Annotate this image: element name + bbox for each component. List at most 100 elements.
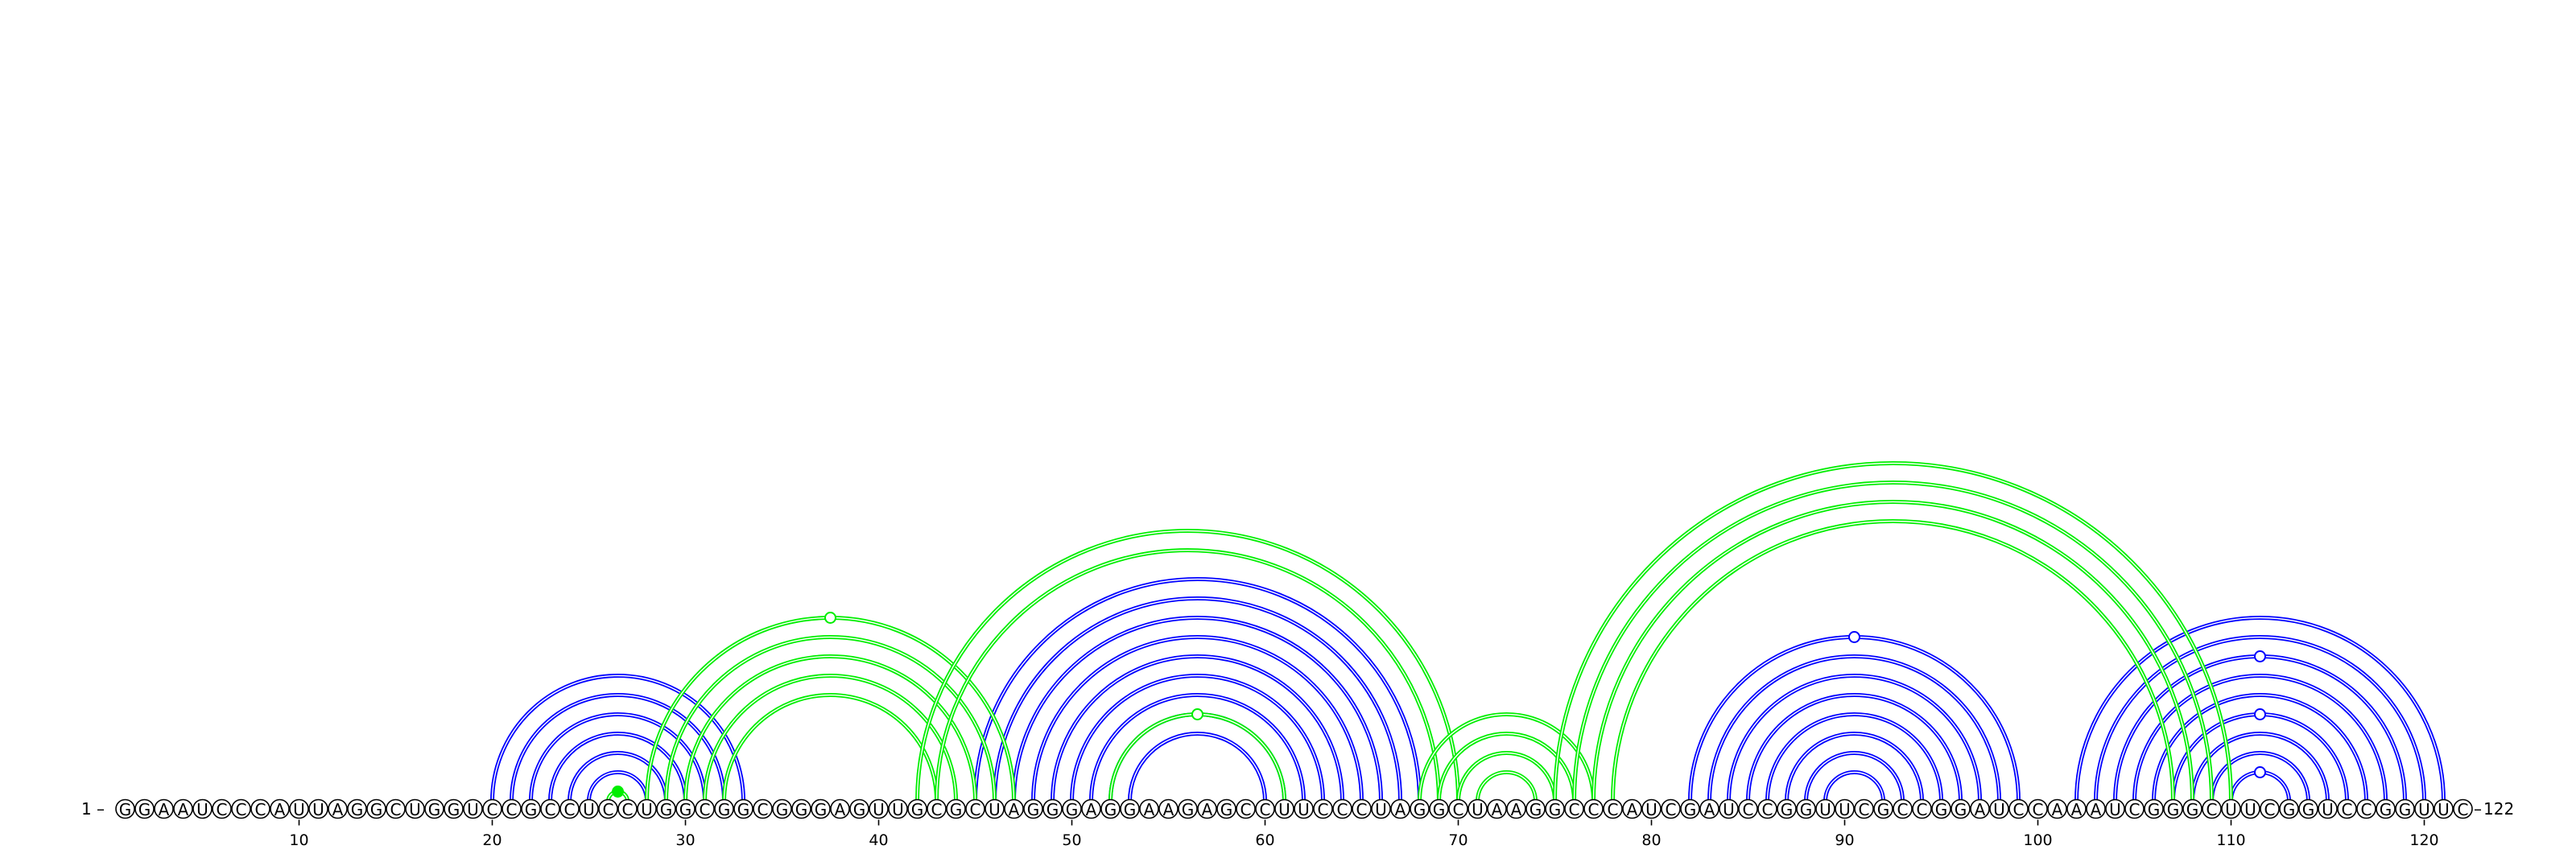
nucleotide: C	[617, 798, 638, 819]
nucleotide: C	[965, 798, 985, 819]
nucleotide: G	[347, 798, 367, 819]
nucleotide-letter: C	[1917, 800, 1928, 819]
tick-label: 40	[869, 831, 888, 849]
base-pair-arc-core	[684, 655, 976, 802]
nucleotide-letter: A	[1395, 800, 1406, 819]
nucleotide: U	[405, 798, 425, 819]
nucleotide-letter: C	[2129, 800, 2140, 819]
nucleotide: C	[540, 798, 560, 819]
nucleotide-letter: C	[2207, 800, 2218, 819]
nucleotide-circle	[1236, 798, 1256, 819]
nucleotide: U	[2105, 798, 2125, 819]
nucleotide-letter: G	[679, 800, 692, 819]
nucleotide: A	[2066, 798, 2087, 819]
nucleotide-letter: G	[950, 800, 963, 819]
nucleotide-circle	[2298, 798, 2318, 819]
base-pair-arc	[1688, 635, 2021, 802]
nucleotide: U	[869, 798, 889, 819]
nucleotide: C	[2028, 798, 2048, 819]
nucleotide-circle	[482, 798, 502, 819]
nucleotide-letter: C	[1453, 800, 1464, 819]
base-pair-arc-core	[1766, 713, 1942, 802]
nucleotide-letter: G	[853, 800, 866, 819]
base-pair-arc-core	[1728, 674, 1981, 802]
nucleotide: U	[1371, 798, 1391, 819]
base-pair-arc-core	[510, 694, 725, 802]
nucleotide-letter: G	[1781, 800, 1794, 819]
alternative-structure-arcs	[606, 461, 2233, 802]
nucleotide: A	[1699, 798, 1719, 819]
nucleotide-circle	[250, 798, 270, 819]
nucleotide-circle	[366, 798, 386, 819]
nucleotide-letter: G	[1955, 800, 1967, 819]
nucleotide-circle	[1815, 798, 1835, 819]
nucleotide-letter: G	[1104, 800, 1117, 819]
nucleotide: G	[714, 798, 734, 819]
loop-marker	[2254, 650, 2266, 662]
nucleotide: G	[946, 798, 966, 819]
nucleotide-letter: G	[351, 800, 364, 819]
tick-label: 100	[2023, 831, 2052, 849]
loop-marker	[612, 786, 624, 798]
nucleotide-letter: U	[1278, 800, 1290, 819]
base-pair-arc-core	[2153, 694, 2368, 802]
nucleotide-letter: A	[332, 800, 344, 819]
nucleotide-letter: G	[815, 800, 828, 819]
nucleotide-letter: C	[487, 800, 498, 819]
tick-label: 50	[1062, 831, 1081, 849]
nucleotide: G	[1062, 798, 1082, 819]
base-pair-arc	[1456, 751, 1557, 802]
nucleotide: A	[2047, 798, 2067, 819]
nucleotide-letter: U	[2244, 800, 2256, 819]
base-pair-arc-core	[665, 636, 996, 802]
base-pair-arc	[1746, 693, 1963, 802]
nucleotide-circle	[675, 798, 696, 819]
nucleotide-letter: G	[138, 800, 151, 819]
nucleotide-circle	[965, 798, 985, 819]
nucleotide: C	[386, 798, 406, 819]
nucleotide-circle	[2453, 798, 2473, 819]
nucleotide: U	[2240, 798, 2260, 819]
nucleotide-circle	[270, 798, 290, 819]
nucleotide: G	[444, 798, 464, 819]
nucleotide: U	[2414, 798, 2434, 819]
nucleotide: G	[2144, 798, 2164, 819]
base-pair-arc-core	[1592, 501, 2194, 802]
base-pair-arc-core	[1013, 617, 1382, 802]
nucleotide-letter: C	[1318, 800, 1329, 819]
nucleotide-circle	[1989, 798, 2009, 819]
nucleotide-circle	[811, 798, 831, 819]
nucleotide-circle	[1796, 798, 1816, 819]
nucleotide-circle	[405, 798, 425, 819]
nucleotide: G	[1796, 798, 1816, 819]
nucleotide-letter: A	[1144, 800, 1155, 819]
nucleotide-circle	[328, 798, 348, 819]
nucleotide-letter: A	[1492, 800, 1503, 819]
base-pair-arc-core	[1032, 636, 1363, 802]
nucleotide-circle	[2221, 798, 2241, 819]
base-pair-arc-core	[1689, 636, 2020, 802]
base-pair-arc-core	[1476, 771, 1537, 802]
nucleotide-letter: G	[776, 800, 789, 819]
nucleotide-circle	[2008, 798, 2029, 819]
nucleotide: U	[2221, 798, 2241, 819]
base-pair-arc-core	[588, 771, 648, 802]
nucleotide: A	[1390, 798, 1410, 819]
nucleotide-letter: G	[448, 800, 460, 819]
nucleotide-circle	[1545, 798, 1565, 819]
nucleotide: G	[2163, 798, 2183, 819]
nucleotide: G	[733, 798, 753, 819]
nucleotide-circle	[308, 798, 328, 819]
nucleotide-circle	[1332, 798, 1352, 819]
nucleotide-circle	[1719, 798, 1739, 819]
nucleotide-letter: C	[1260, 800, 1271, 819]
nucleotide-circle	[849, 798, 869, 819]
nucleotide-letter: A	[275, 800, 286, 819]
nucleotide-circle	[2318, 798, 2338, 819]
nucleotide-circle	[985, 798, 1005, 819]
nucleotide-letter: C	[564, 800, 576, 819]
base-pair-arc-core	[723, 694, 938, 802]
nucleotide: G	[521, 798, 541, 819]
base-pair-arc	[1128, 732, 1267, 802]
nucleotide: U	[192, 798, 213, 819]
